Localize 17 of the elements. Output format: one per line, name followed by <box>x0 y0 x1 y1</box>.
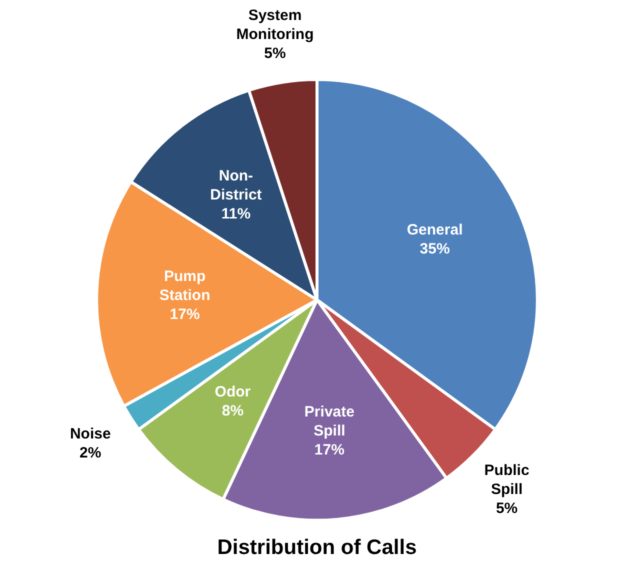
data-label: 17% <box>170 306 200 323</box>
slice-label: Noise <box>70 425 111 442</box>
text: Distribution of Calls <box>217 536 417 560</box>
data-label: 8% <box>222 402 244 420</box>
slice-label: Non-District <box>210 168 262 204</box>
slice-label: System Monitoring <box>236 6 314 43</box>
data-label: 11% <box>221 206 251 223</box>
data-label: 2% <box>80 444 102 462</box>
slice-label: Public Spill <box>484 462 530 498</box>
slice-label: Pump Station <box>159 268 210 304</box>
data-label: 35% <box>420 240 450 258</box>
slice-label: General <box>406 222 463 239</box>
data-label: 5% <box>264 44 286 62</box>
slice-label: Odor <box>214 383 251 400</box>
data-label: 5% <box>496 500 518 517</box>
data-label: 17% <box>314 442 344 459</box>
slice-label: Private Spill <box>304 404 354 440</box>
